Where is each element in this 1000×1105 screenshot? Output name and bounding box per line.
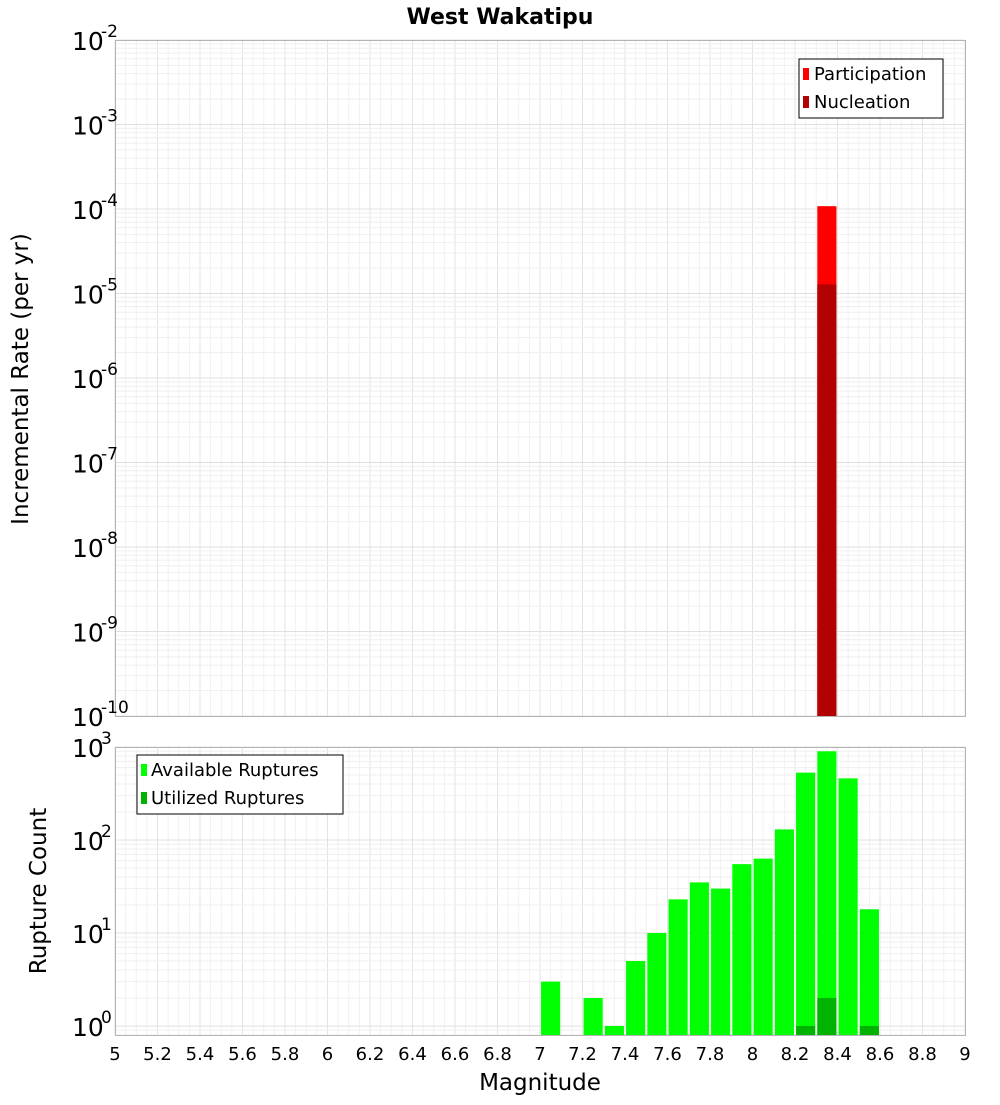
bottom-y-tick-exponent: 1 <box>101 915 112 935</box>
top-y-tick-exponent: -8 <box>101 529 118 549</box>
top-y-tick-base: 10 <box>72 196 104 225</box>
x-tick-label: 6.4 <box>398 1044 427 1065</box>
top-y-tick-exponent: -3 <box>101 107 118 127</box>
x-tick-label: 8 <box>747 1044 758 1065</box>
bottom-legend-box <box>136 754 344 815</box>
legend-label-nucleation: Nucleation <box>814 92 910 113</box>
x-tick-label: 7 <box>534 1044 545 1065</box>
bottom-available-ruptures-bar <box>541 981 561 1035</box>
bottom-available-ruptures-bar <box>774 829 794 1035</box>
bottom-available-ruptures-bar <box>838 778 858 1035</box>
bottom-y-axis-label: Rupture Count <box>26 808 52 974</box>
x-tick-label: 8.4 <box>823 1044 852 1065</box>
bottom-utilized-ruptures-bar <box>796 1025 816 1035</box>
x-tick-labels: 5 5.2 5.4 5.6 5.8 6 6.2 6.4 6.6 6.8 7 7.2 7.4 7.6 7.8 8… <box>109 1044 970 1065</box>
bottom-available-ruptures-bar <box>796 772 816 1035</box>
bottom-y-tick-base: 10 <box>72 734 104 763</box>
bottom-y-tick-exponent: 0 <box>101 1008 112 1028</box>
top-y-tick-labels: 10-210-310-410-510-610-710-810-910-10 <box>72 22 129 732</box>
bottom-y-tick-base: 10 <box>72 920 104 949</box>
bottom-available-ruptures-bar <box>668 899 688 1035</box>
legend-swatch-participation <box>803 68 809 80</box>
top-y-tick-base: 10 <box>72 534 104 563</box>
top-y-axis-label: Incremental Rate (per yr) <box>8 233 34 525</box>
x-tick-label: 5.4 <box>186 1044 215 1065</box>
bottom-bars <box>541 751 879 1035</box>
bottom-available-ruptures-bar <box>604 1025 624 1035</box>
top-y-tick-base: 10 <box>72 365 104 394</box>
chart-title: West Wakatipu <box>407 5 594 30</box>
x-tick-label: 6.8 <box>483 1044 512 1065</box>
x-tick-label: 8.8 <box>908 1044 937 1065</box>
top-y-tick-base: 10 <box>72 619 104 648</box>
top-y-tick-exponent: -7 <box>101 445 118 465</box>
legend-label-participation: Participation <box>814 64 926 85</box>
bottom-available-ruptures-bar <box>753 858 773 1035</box>
x-axis-label: Magnitude <box>479 1070 601 1096</box>
top-gridlines <box>114 39 966 717</box>
top-y-tick-exponent: -10 <box>101 698 129 718</box>
x-tick-label: 5.8 <box>271 1044 300 1065</box>
top-plot-frame <box>115 40 966 717</box>
bottom-y-tick-exponent: 2 <box>101 822 112 842</box>
bottom-y-tick-base: 10 <box>72 1013 104 1042</box>
legend-swatch-utilized <box>141 792 147 804</box>
top-y-tick-base: 10 <box>72 281 104 310</box>
top-y-tick-exponent: -9 <box>101 614 118 634</box>
x-tick-label: 5.6 <box>228 1044 257 1065</box>
top-y-tick-base: 10 <box>72 112 104 141</box>
top-y-tick-exponent: -2 <box>101 22 118 42</box>
top-nucleation-bar <box>817 284 837 716</box>
bottom-available-ruptures-bar <box>732 864 752 1035</box>
top-y-tick-exponent: -4 <box>101 191 118 211</box>
x-tick-label: 6 <box>322 1044 333 1065</box>
x-tick-label: 8.2 <box>781 1044 810 1065</box>
x-tick-label: 6.6 <box>441 1044 470 1065</box>
top-y-tick-base: 10 <box>72 703 104 732</box>
top-bars <box>817 206 837 716</box>
bottom-utilized-ruptures-bar <box>817 997 837 1035</box>
bottom-available-ruptures-bar <box>626 960 646 1035</box>
bottom-available-ruptures-bar <box>817 751 837 1035</box>
x-tick-label: 7.4 <box>611 1044 640 1065</box>
x-tick-label: 6.2 <box>356 1044 385 1065</box>
bottom-available-ruptures-bar <box>647 932 667 1035</box>
x-tick-label: 7.6 <box>653 1044 682 1065</box>
bottom-y-tick-base: 10 <box>72 827 104 856</box>
top-y-tick-exponent: -6 <box>101 360 118 380</box>
legend-label-utilized: Utilized Ruptures <box>151 788 304 809</box>
bottom-plot-frame <box>115 747 966 1036</box>
bottom-y-tick-exponent: 3 <box>101 729 112 749</box>
legend-label-available: Available Ruptures <box>151 760 319 781</box>
bottom-available-ruptures-bar <box>711 888 731 1035</box>
top-legend: Participation Nucleation <box>798 58 944 119</box>
x-tick-label: 7.2 <box>568 1044 597 1065</box>
top-legend-box <box>798 58 944 119</box>
top-y-tick-exponent: -5 <box>101 276 118 296</box>
x-tick-label: 5 <box>109 1044 120 1065</box>
bottom-available-ruptures-bar <box>583 997 603 1035</box>
bottom-legend: Available Ruptures Utilized Ruptures <box>136 754 344 815</box>
x-tick-label: 5.2 <box>143 1044 172 1065</box>
bottom-utilized-ruptures-bar <box>859 1025 879 1035</box>
x-tick-label: 8.6 <box>866 1044 895 1065</box>
bottom-available-ruptures-bar <box>689 882 709 1035</box>
legend-swatch-available <box>141 764 147 776</box>
top-y-tick-base: 10 <box>72 27 104 56</box>
x-tick-label: 9 <box>959 1044 970 1065</box>
bottom-available-ruptures-bar <box>859 909 879 1035</box>
legend-swatch-nucleation <box>803 96 809 108</box>
top-y-tick-base: 10 <box>72 450 104 479</box>
x-tick-label: 7.8 <box>696 1044 725 1065</box>
